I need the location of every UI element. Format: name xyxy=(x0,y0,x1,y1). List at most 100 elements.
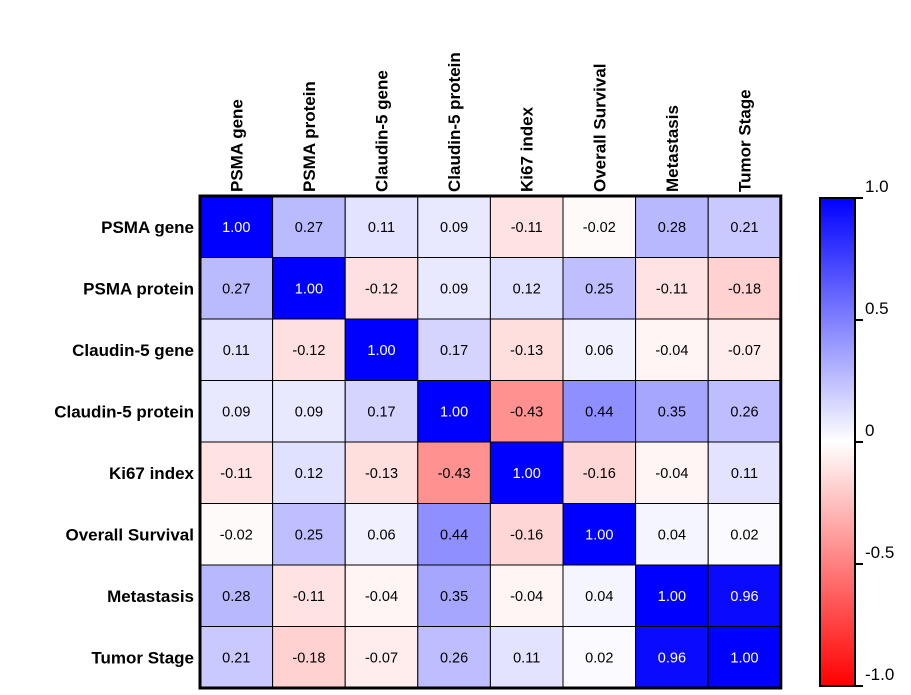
heatmap-cells xyxy=(199,195,782,689)
cell-value-label: -0.13 xyxy=(510,343,543,359)
column-label: Overall Survival xyxy=(590,63,609,192)
cell-value-label: 0.06 xyxy=(367,527,395,543)
column-label: Ki67 index xyxy=(518,106,537,192)
cell-value-label: 0.04 xyxy=(658,527,686,543)
cell-value-label: 0.96 xyxy=(658,650,686,666)
heatmap-cell xyxy=(199,195,274,258)
heatmap-cell xyxy=(562,257,637,320)
heatmap-cell xyxy=(635,564,709,627)
heatmap-cell xyxy=(199,380,274,443)
column-label: PSMA gene xyxy=(227,99,246,192)
cell-value-label: 1.00 xyxy=(730,650,758,666)
cell-value-label: 1.00 xyxy=(585,527,613,543)
heatmap-cell xyxy=(707,257,782,320)
cell-value-label: -0.04 xyxy=(655,343,688,359)
cell-value-label: 0.27 xyxy=(295,220,323,236)
cell-value-label: -0.18 xyxy=(728,281,761,297)
cell-value-label: -0.02 xyxy=(583,220,616,236)
cell-value-label: 0.11 xyxy=(223,343,250,359)
heatmap-cell xyxy=(417,441,491,504)
heatmap-cell xyxy=(417,380,491,443)
column-labels: PSMA gene PSMA protein Claudin-5 gene Claud… xyxy=(227,52,754,192)
heatmap-cell xyxy=(707,626,782,689)
colorbar-tick-label: 0.5 xyxy=(865,299,889,318)
row-label: Overall Survival xyxy=(65,525,194,544)
cell-value-label: 0.04 xyxy=(585,589,613,605)
row-label: Tumor Stage xyxy=(91,648,194,667)
colorbar-tick-label: -1.0 xyxy=(865,665,894,684)
heatmap-cell xyxy=(562,195,637,258)
heatmap-cell xyxy=(562,318,637,381)
heatmap-cell xyxy=(489,564,564,627)
colorbar: 1.0 0.5 0 -0.5 -1.0 xyxy=(819,177,894,687)
cell-value-label: 1.00 xyxy=(367,343,395,359)
cell-value-label: 0.09 xyxy=(440,281,468,297)
heatmap-cell xyxy=(635,441,709,504)
cell-value-label: 0.17 xyxy=(440,343,468,359)
cell-value-label: -0.04 xyxy=(655,466,688,482)
column-label: Tumor Stage xyxy=(736,89,755,192)
colorbar-tick-label: 0 xyxy=(865,421,874,440)
cell-value-label: 0.44 xyxy=(440,527,468,543)
heatmap-cell xyxy=(272,257,346,320)
cell-value-label: -0.07 xyxy=(365,650,398,666)
heatmap-cell xyxy=(489,380,564,443)
cell-value-label: 0.28 xyxy=(222,589,250,605)
cell-value-label: 0.09 xyxy=(222,404,250,420)
row-label: Claudin-5 gene xyxy=(72,341,194,360)
cell-value-label: -0.13 xyxy=(365,466,398,482)
row-labels: PSMA gene PSMA protein Claudin-5 gene Claud… xyxy=(54,218,194,668)
cell-value-label: 0.17 xyxy=(367,404,395,420)
heatmap-cell xyxy=(199,564,274,627)
heatmap-cell xyxy=(417,257,491,320)
heatmap-cell xyxy=(272,318,346,381)
cell-value-label: -0.11 xyxy=(511,220,543,236)
cell-value-label: 0.25 xyxy=(295,527,323,543)
heatmap-cell xyxy=(489,441,564,504)
colorbar-ticks: 1.0 0.5 0 -0.5 -1.0 xyxy=(855,177,894,687)
heatmap-cell xyxy=(707,503,782,566)
cell-value-label: -0.43 xyxy=(510,404,543,420)
column-label: Claudin-5 protein xyxy=(445,52,464,192)
row-label: Ki67 index xyxy=(109,464,195,483)
cell-value-label: 0.09 xyxy=(440,220,468,236)
heatmap-cell xyxy=(707,195,782,258)
heatmap-cell xyxy=(635,380,709,443)
colorbar-tick-label: -0.5 xyxy=(865,543,894,562)
colorbar-tick-label: 1.0 xyxy=(865,177,889,196)
heatmap-border xyxy=(198,194,783,690)
colorbar-gradient xyxy=(819,197,856,687)
cell-value-label: 0.35 xyxy=(440,589,468,605)
cell-value-label: -0.12 xyxy=(365,281,398,297)
heatmap-cell xyxy=(489,318,564,381)
heatmap-cell xyxy=(562,503,637,566)
column-label: Metastasis xyxy=(663,105,682,192)
cell-value-label: 0.21 xyxy=(730,220,758,236)
heatmap-cell xyxy=(635,318,709,381)
cell-value-label: 0.96 xyxy=(730,589,758,605)
cell-value-label: 1.00 xyxy=(658,589,686,605)
cell-value-label: -0.12 xyxy=(292,343,325,359)
cell-value-label: 0.09 xyxy=(295,404,323,420)
row-label: PSMA gene xyxy=(101,218,194,237)
heatmap-cell xyxy=(344,503,419,566)
column-label: PSMA protein xyxy=(300,81,319,192)
cell-value-label: -0.04 xyxy=(510,589,543,605)
cell-value-label: 0.12 xyxy=(513,281,541,297)
row-label: PSMA protein xyxy=(83,279,194,298)
cell-value-label: 0.27 xyxy=(222,281,250,297)
heatmap-cell xyxy=(562,564,637,627)
cell-value-label: -0.04 xyxy=(365,589,398,605)
cell-value-label: 0.25 xyxy=(585,281,613,297)
cell-value-label: -0.16 xyxy=(583,466,616,482)
heatmap-cell xyxy=(344,380,419,443)
cell-value-label: 0.35 xyxy=(658,404,686,420)
cell-value-label: -0.11 xyxy=(293,589,325,605)
cell-value-label: -0.11 xyxy=(656,281,688,297)
heatmap-cell xyxy=(707,441,782,504)
row-label: Claudin-5 protein xyxy=(54,402,194,421)
cell-value-label: -0.18 xyxy=(292,650,325,666)
row-label: Metastasis xyxy=(107,587,194,606)
cell-value-label: 0.02 xyxy=(730,527,758,543)
cell-value-label: 1.00 xyxy=(513,466,541,482)
